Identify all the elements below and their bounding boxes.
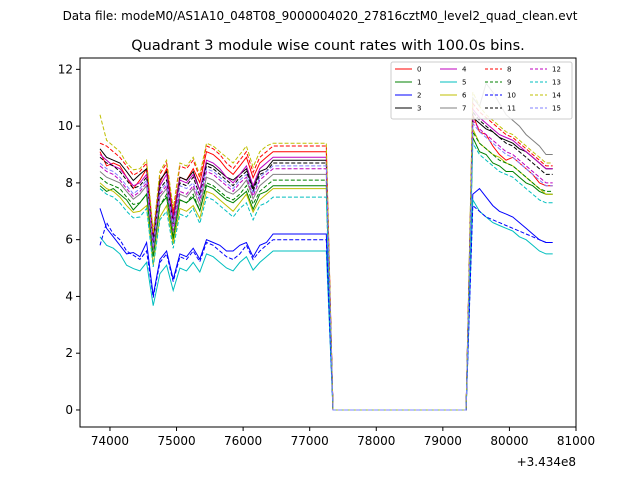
y-tick-label-4: 4 <box>65 289 73 303</box>
legend-label-2: 2 <box>417 92 421 100</box>
x-tick-label-80000: 80000 <box>490 434 528 448</box>
series-line-10 <box>99 204 553 411</box>
legend-label-14: 14 <box>552 92 561 100</box>
legend-label-9: 9 <box>507 79 511 87</box>
legend-label-10: 10 <box>507 92 516 100</box>
series-line-2 <box>99 187 553 411</box>
series-line-15 <box>99 121 553 411</box>
x-axis: 74000 75000 76000 77000 78000 79000 80000 81000 <box>91 427 595 448</box>
legend-label-3: 3 <box>417 105 421 113</box>
x-tick-label-77000: 77000 <box>291 434 329 448</box>
legend-label-5: 5 <box>462 79 466 87</box>
series-line-12 <box>99 118 553 411</box>
x-tick-label-74000: 74000 <box>91 434 129 448</box>
legend-label-1: 1 <box>417 79 421 87</box>
y-tick-label-6: 6 <box>65 233 73 247</box>
y-tick-label-0: 0 <box>65 403 73 417</box>
legend-box <box>390 61 573 120</box>
legend-label-13: 13 <box>552 79 561 87</box>
series-line-13 <box>99 141 553 411</box>
legend-label-4: 4 <box>462 66 467 74</box>
y-tick-label-2: 2 <box>65 346 73 360</box>
series-line-5 <box>99 198 553 411</box>
plot-frame <box>79 57 577 428</box>
y-tick-label-12: 12 <box>58 62 73 76</box>
y-tick-label-10: 10 <box>58 119 73 133</box>
y-axis: 0 2 4 6 8 10 12 <box>58 62 80 417</box>
x-tick-label-78000: 78000 <box>357 434 395 448</box>
legend-label-11: 11 <box>507 105 516 113</box>
legend-label-8: 8 <box>507 66 511 74</box>
x-tick-label-75000: 75000 <box>157 434 195 448</box>
chart-title: Quadrant 3 module wise count rates with … <box>131 38 525 54</box>
x-tick-label-79000: 79000 <box>424 434 462 448</box>
legend-label-12: 12 <box>552 66 561 74</box>
legend-label-7: 7 <box>462 105 466 113</box>
x-tick-label-81000: 81000 <box>557 434 595 448</box>
x-offset-label: +3.434e8 <box>517 455 576 469</box>
legend-label-15: 15 <box>552 105 561 113</box>
chart-suptitle: Data file: modeM0/AS1A10_048T08_90000040… <box>63 9 578 23</box>
plot-lines <box>99 82 553 411</box>
legend-label-6: 6 <box>462 92 467 100</box>
x-tick-label-76000: 76000 <box>224 434 262 448</box>
series-line-9 <box>99 130 553 411</box>
y-tick-label-8: 8 <box>65 176 73 190</box>
legend-label-0: 0 <box>417 66 421 74</box>
